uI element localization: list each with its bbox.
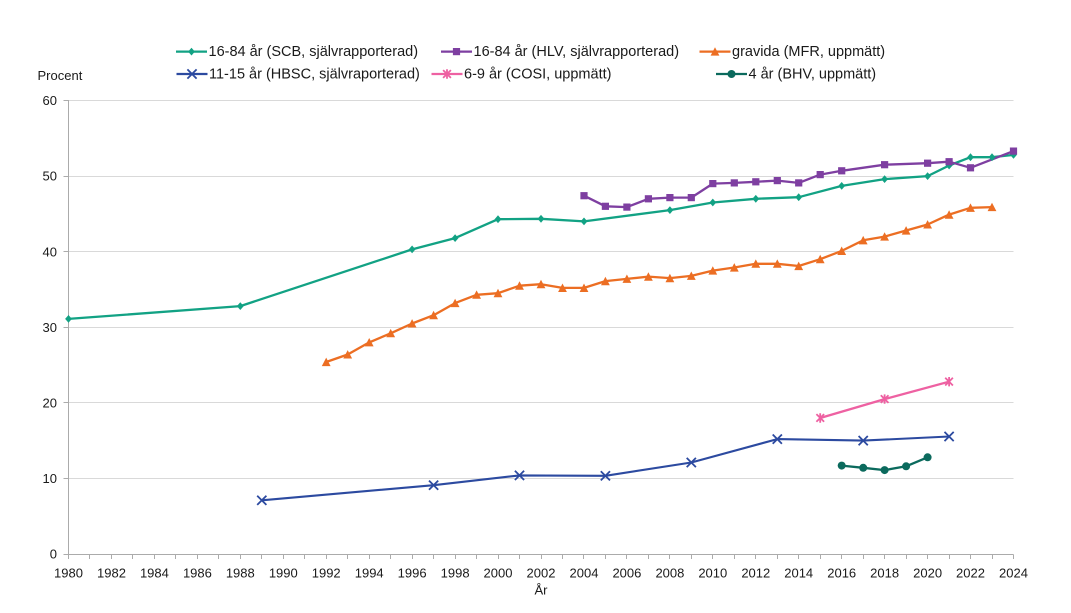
svg-text:6-9 år (COSI, uppmätt): 6-9 år (COSI, uppmätt) — [464, 67, 611, 83]
svg-text:2020: 2020 — [913, 565, 942, 580]
svg-text:1988: 1988 — [226, 565, 255, 580]
svg-text:60: 60 — [43, 93, 57, 108]
svg-text:16-84 år (HLV, självrapportera: 16-84 år (HLV, självrapporterad) — [474, 44, 680, 60]
svg-text:1980: 1980 — [54, 565, 83, 580]
svg-text:0: 0 — [50, 547, 57, 562]
svg-text:10: 10 — [43, 471, 57, 486]
svg-text:1986: 1986 — [183, 565, 212, 580]
svg-text:2018: 2018 — [870, 565, 899, 580]
svg-text:2008: 2008 — [655, 565, 684, 580]
svg-text:1994: 1994 — [355, 565, 384, 580]
svg-text:1998: 1998 — [441, 565, 470, 580]
svg-text:1982: 1982 — [97, 565, 126, 580]
svg-text:40: 40 — [43, 244, 57, 259]
svg-text:2006: 2006 — [612, 565, 641, 580]
svg-text:2024: 2024 — [999, 565, 1028, 580]
svg-text:1990: 1990 — [269, 565, 298, 580]
svg-text:1996: 1996 — [398, 565, 427, 580]
svg-text:Procent: Procent — [38, 68, 83, 83]
svg-text:2022: 2022 — [956, 565, 985, 580]
svg-text:4 år (BHV, uppmätt): 4 år (BHV, uppmätt) — [749, 67, 877, 83]
svg-text:16-84 år (SCB, självrapportera: 16-84 år (SCB, självrapporterad) — [209, 44, 419, 60]
svg-text:gravida (MFR, uppmätt): gravida (MFR, uppmätt) — [732, 44, 885, 60]
svg-text:50: 50 — [43, 169, 57, 184]
svg-text:1992: 1992 — [312, 565, 341, 580]
svg-text:2002: 2002 — [527, 565, 556, 580]
svg-text:2004: 2004 — [570, 565, 599, 580]
svg-text:11-15 år (HBSC, självraportera: 11-15 år (HBSC, självraporterad) — [209, 67, 420, 83]
svg-text:2000: 2000 — [484, 565, 513, 580]
svg-text:År: År — [535, 582, 549, 597]
svg-text:20: 20 — [43, 395, 57, 410]
svg-text:2012: 2012 — [741, 565, 770, 580]
svg-text:2014: 2014 — [784, 565, 813, 580]
svg-text:2016: 2016 — [827, 565, 856, 580]
svg-text:2010: 2010 — [698, 565, 727, 580]
svg-text:30: 30 — [43, 320, 57, 335]
svg-text:1984: 1984 — [140, 565, 169, 580]
